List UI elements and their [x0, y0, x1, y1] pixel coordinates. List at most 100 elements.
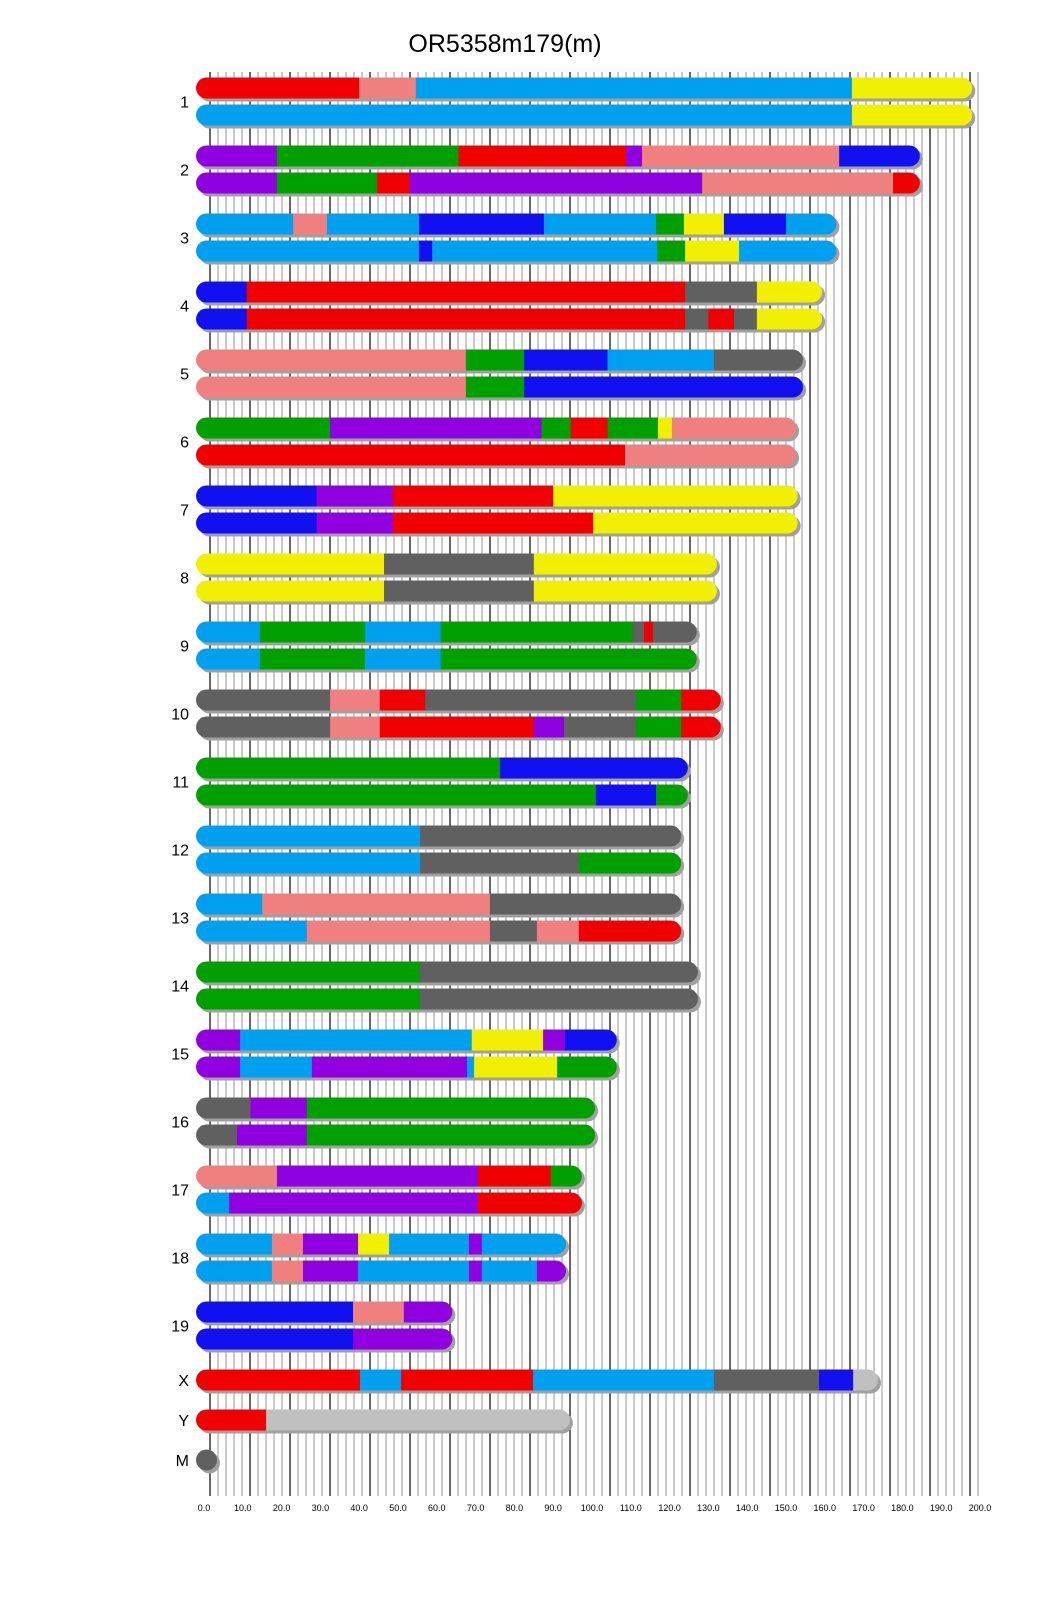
segment-salmon [330, 716, 381, 738]
segment-yellow [683, 213, 725, 235]
segment-green [607, 417, 659, 439]
chromosome-label: 6 [180, 435, 189, 452]
chromosome-label: 9 [180, 639, 189, 656]
segment-green [196, 417, 331, 439]
segments [196, 145, 920, 167]
x-tick-label: 90.0 [544, 1503, 562, 1513]
segment-red [196, 77, 360, 99]
segment-gray [420, 825, 682, 847]
x-tick-label: 70.0 [467, 1503, 485, 1513]
segment-purple [302, 1260, 359, 1282]
segment-green [656, 784, 688, 806]
haplotype-bar [196, 1165, 585, 1190]
segment-red [477, 1165, 552, 1187]
segment-yellow [685, 240, 740, 262]
segment-dblue [839, 145, 920, 167]
segment-red [196, 1409, 267, 1431]
segment-purple [196, 172, 278, 194]
segment-red [643, 621, 654, 643]
haplotype-bar [196, 1409, 573, 1434]
segment-gray [489, 893, 682, 915]
segment-blue [481, 1233, 567, 1255]
segments [196, 689, 721, 711]
segment-blue [543, 213, 657, 235]
segment-red [570, 417, 609, 439]
haplotype-bar [196, 308, 826, 333]
segment-salmon [306, 920, 491, 942]
segments [196, 988, 698, 1010]
segment-purple [196, 145, 278, 167]
segment-purple [196, 1056, 241, 1078]
segment-dblue [524, 376, 804, 398]
segments [196, 716, 721, 738]
haplotype-bar [196, 281, 826, 306]
chromosome-label: 16 [171, 1115, 189, 1132]
haplotype-bar [196, 757, 691, 782]
haplotype-bar [196, 621, 700, 646]
chromosome-label: X [178, 1373, 189, 1390]
segment-gray [196, 1097, 252, 1119]
x-tick-label: 20.0 [273, 1503, 291, 1513]
haplotype-bar [196, 1301, 456, 1326]
haplotype-bar [196, 825, 685, 850]
segment-red [477, 1192, 582, 1214]
x-tick-label: 10.0 [234, 1503, 252, 1513]
segment-yellow [553, 485, 798, 507]
x-tick-label: 30.0 [312, 1503, 330, 1513]
segment-purple [469, 1260, 483, 1282]
chromosome-label: 3 [180, 231, 189, 248]
x-tick-label: 110.0 [620, 1503, 642, 1513]
segment-dblue [564, 1029, 617, 1051]
segments [196, 1233, 567, 1255]
haplotype-bar [196, 1056, 620, 1081]
chromosome-label: 14 [171, 979, 189, 996]
x-tick-label: 140.0 [736, 1503, 759, 1513]
segments [196, 240, 837, 262]
segment-blue [467, 1056, 475, 1078]
x-tick-label: 40.0 [350, 1503, 368, 1513]
segment-yellow [657, 417, 673, 439]
haplotype-bar [196, 77, 976, 102]
segments [196, 893, 682, 915]
segment-green [578, 852, 682, 874]
segment-purple [311, 1056, 468, 1078]
segments [196, 213, 837, 235]
segment-purple [276, 1165, 479, 1187]
segment-blue [607, 349, 715, 371]
haplotype-bar [196, 716, 724, 741]
x-tick-label: 60.0 [428, 1503, 446, 1513]
chromosome-label: 7 [180, 503, 189, 520]
haplotype-bar [196, 920, 685, 945]
chromosome-label: 19 [171, 1319, 189, 1336]
segment-green [306, 1124, 596, 1146]
x-tick-label: 160.0 [814, 1503, 837, 1513]
x-tick-label: 0.0 [198, 1503, 211, 1513]
segment-gray [196, 689, 331, 711]
segment-green [440, 621, 634, 643]
segment-blue [196, 825, 421, 847]
segments [196, 376, 804, 398]
segment-gray [685, 308, 709, 330]
segment-blue [196, 852, 421, 874]
segment-purple [250, 1097, 308, 1119]
segment-green [465, 376, 525, 398]
haplotype-bar [196, 1449, 220, 1474]
chromosome-label: 15 [171, 1047, 189, 1064]
segment-purple [536, 1260, 567, 1282]
x-tick-label: 120.0 [658, 1503, 681, 1513]
segment-yellow [196, 553, 385, 575]
segment-purple [409, 172, 703, 194]
x-tick-label: 190.0 [930, 1503, 953, 1513]
segment-red [379, 689, 426, 711]
haplotype-bar [196, 580, 720, 605]
haplotype-bar [196, 1369, 881, 1394]
segments [196, 1192, 582, 1214]
segment-salmon [293, 213, 328, 235]
segment-gray [632, 621, 645, 643]
segment-blue [739, 240, 837, 262]
segment-green [541, 417, 572, 439]
segment-blue [196, 920, 308, 942]
segment-green [440, 648, 697, 670]
segment-blue [196, 1192, 230, 1214]
